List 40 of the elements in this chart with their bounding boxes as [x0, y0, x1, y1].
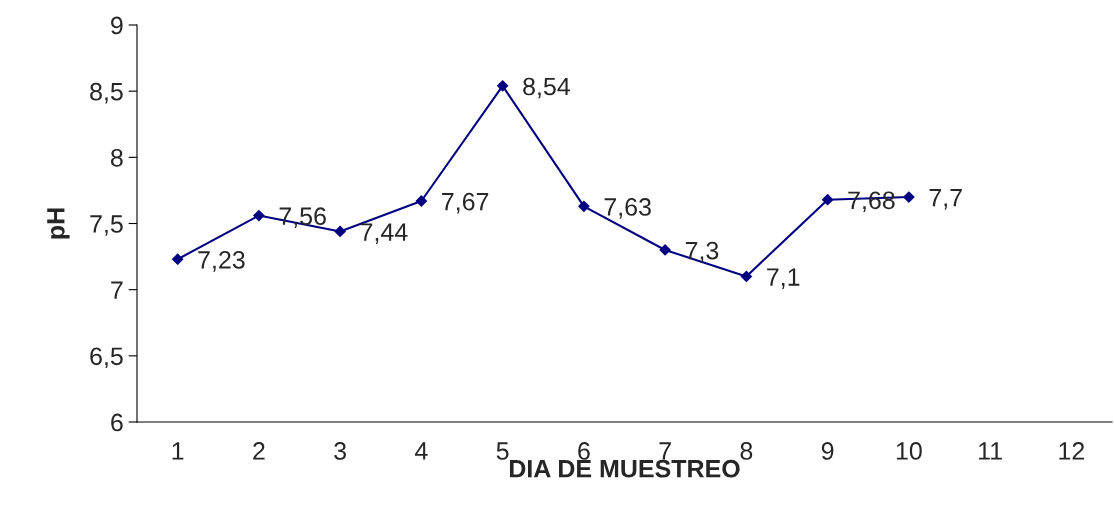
data-label: 7,7	[929, 189, 962, 210]
y-tick-label: 9	[111, 16, 123, 35]
y-tick-label: 7,5	[90, 215, 123, 236]
y-axis-title: pH	[47, 208, 70, 239]
x-tick-label: 4	[415, 442, 428, 460]
x-tick-label: 7	[659, 442, 671, 460]
point	[497, 80, 509, 92]
point	[172, 253, 184, 265]
x-tick-label: 8	[740, 442, 753, 460]
x-tick-label: 2	[253, 442, 265, 460]
point	[578, 200, 590, 212]
y-tick-label: 7	[111, 281, 123, 299]
x-tick-label: 3	[334, 442, 346, 460]
data-label: 7,67	[442, 192, 489, 214]
x-tick-label: 1	[172, 442, 184, 460]
point	[903, 191, 915, 203]
point	[740, 270, 752, 283]
y-tick-label: 8,5	[90, 82, 123, 104]
data-label: 7,23	[198, 251, 245, 272]
point	[659, 244, 671, 256]
point	[253, 209, 265, 222]
data-label: 7,1	[767, 268, 800, 289]
data-label: 7,56	[279, 207, 326, 228]
x-tick-label: 5	[496, 442, 509, 460]
x-tick-label: 6	[578, 442, 590, 460]
y-tick-label: 8	[110, 148, 123, 167]
y-tick-label: 6	[111, 413, 123, 432]
point	[415, 195, 427, 207]
point	[334, 225, 346, 238]
x-tick-label: 10	[896, 442, 922, 460]
x-tick-label: 9	[821, 442, 834, 460]
data-label: 7,63	[604, 198, 651, 219]
point	[822, 194, 834, 206]
y-tick-label: 6,5	[90, 347, 123, 369]
data-label: 7,44	[360, 223, 408, 244]
data-label: 8,54	[523, 77, 570, 99]
data-label: 7,3	[685, 241, 719, 263]
x-tick-label: 12	[1059, 442, 1085, 460]
x-tick-label: 11	[979, 442, 1002, 460]
x-axis-title: DIA DE MUESTREO	[509, 459, 740, 478]
